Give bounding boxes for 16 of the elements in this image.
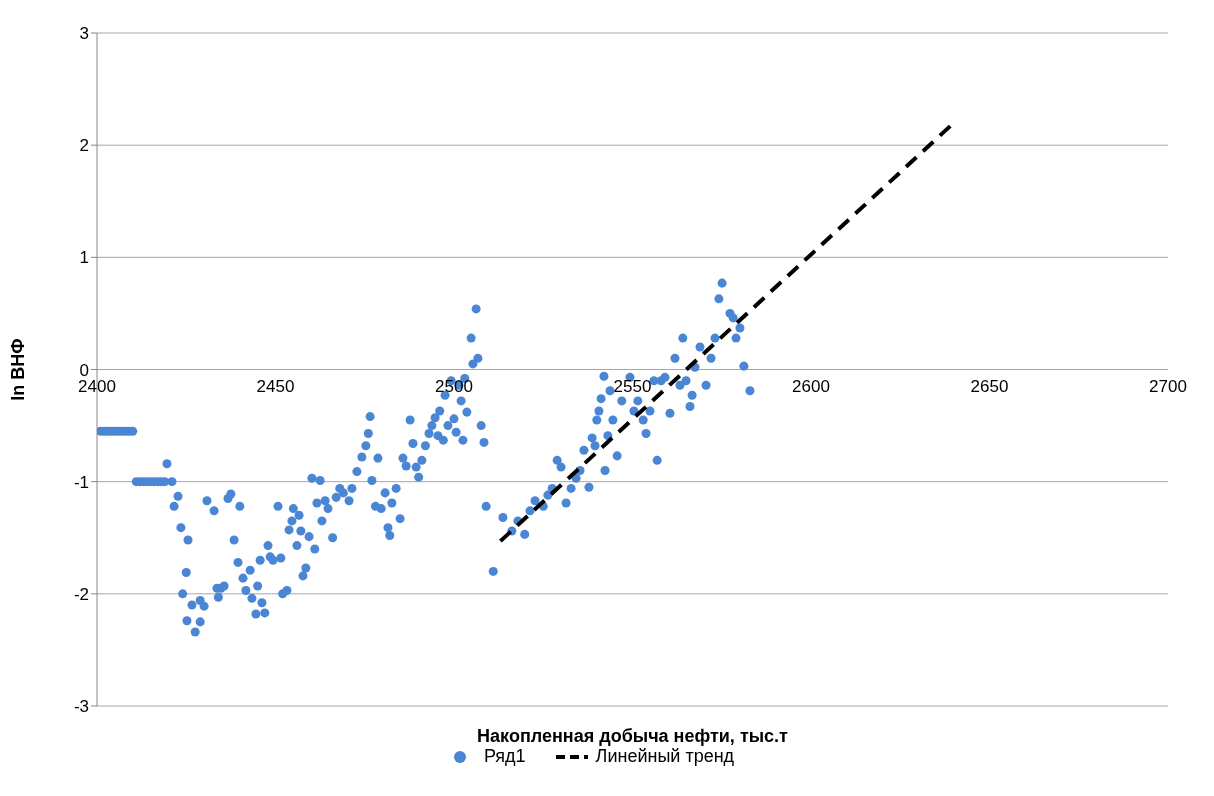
y-tick-label: -3 (73, 697, 89, 717)
y-axis-title: ln ВНФ (8, 338, 29, 401)
x-tick-label: 2550 (613, 376, 652, 396)
y-tick-label: -2 (73, 584, 89, 604)
y-tick-label: -1 (73, 472, 89, 492)
y-tick-label: 2 (79, 136, 89, 156)
x-tick-label: 2650 (970, 376, 1009, 396)
x-tick-label: 2450 (256, 376, 295, 396)
legend-label: Ряд1 (482, 746, 526, 767)
y-tick-label: 1 (79, 248, 89, 268)
legend-label: Линейный тренд (594, 746, 735, 767)
x-tick-label: 2500 (435, 376, 473, 396)
x-axis-title: Накопленная добыча нефти, тыс.т (477, 726, 789, 746)
x-tick-label: 2600 (792, 376, 830, 396)
x-tick-label: 2700 (1149, 376, 1187, 396)
y-tick-label: 3 (79, 24, 89, 44)
